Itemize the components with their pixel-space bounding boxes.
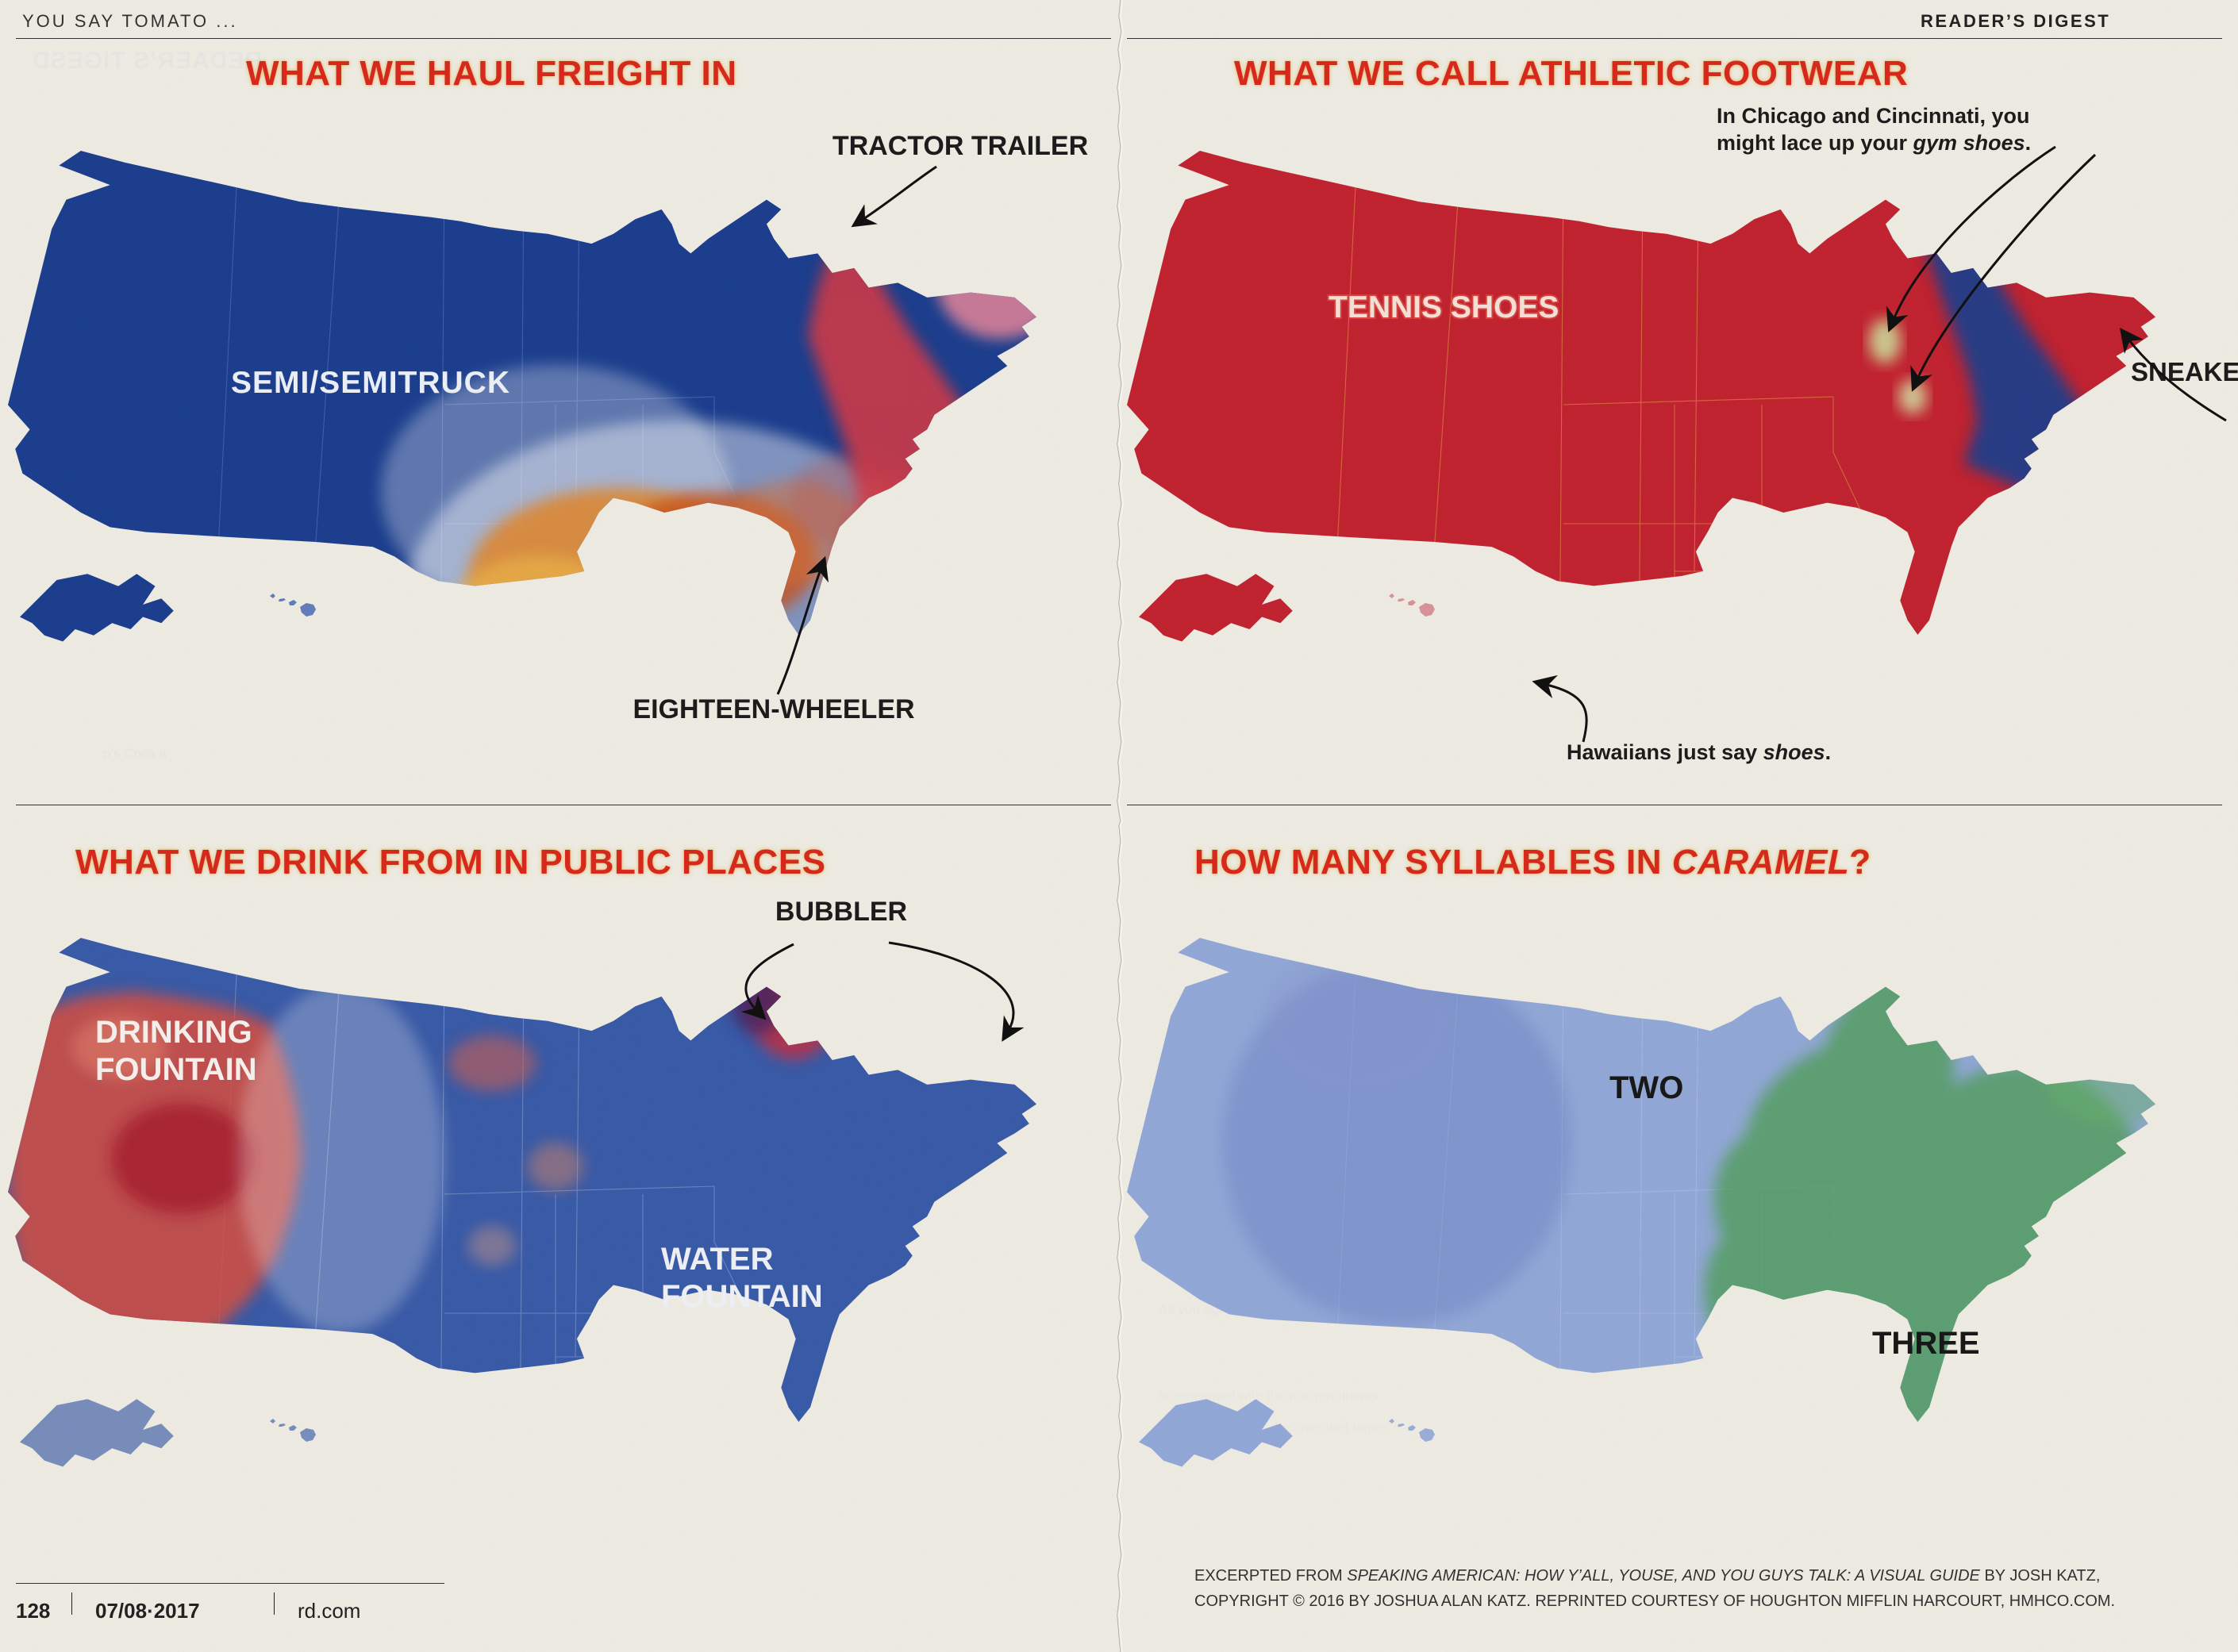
svg-text:EIGHTEEN-WHEELER: EIGHTEEN-WHEELER	[633, 694, 914, 724]
svg-text:BUBBLER: BUBBLER	[775, 897, 907, 927]
svg-text:SEMI/SEMITRUCK: SEMI/SEMITRUCK	[231, 366, 510, 400]
svg-text:TENNIS SHOES: TENNIS SHOES	[1329, 290, 1559, 325]
svg-text:TWO: TWO	[1609, 1070, 1683, 1105]
svg-text:THREE: THREE	[1872, 1326, 1980, 1361]
svg-text:In Chicago and Cincinnati, you: In Chicago and Cincinnati, you might lac…	[1717, 104, 2036, 155]
svg-text:TRACTOR TRAILER: TRACTOR TRAILER	[833, 131, 1088, 161]
svg-text:Hawaiians just say shoes.: Hawaiians just say shoes.	[1567, 740, 1831, 764]
